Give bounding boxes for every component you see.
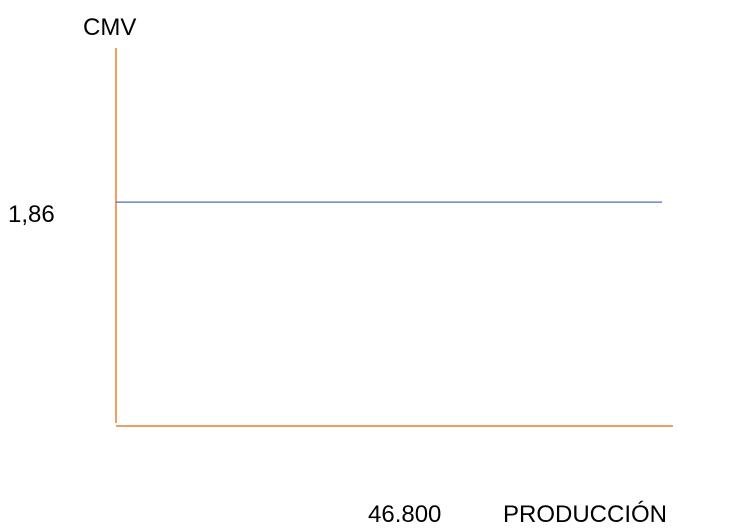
x-axis-title: PRODUCCIÓN xyxy=(503,501,667,528)
y-tick-label: 1,86 xyxy=(8,201,55,228)
y-axis-title: CMV xyxy=(83,14,136,41)
x-tick-label: 46.800 xyxy=(368,501,441,528)
